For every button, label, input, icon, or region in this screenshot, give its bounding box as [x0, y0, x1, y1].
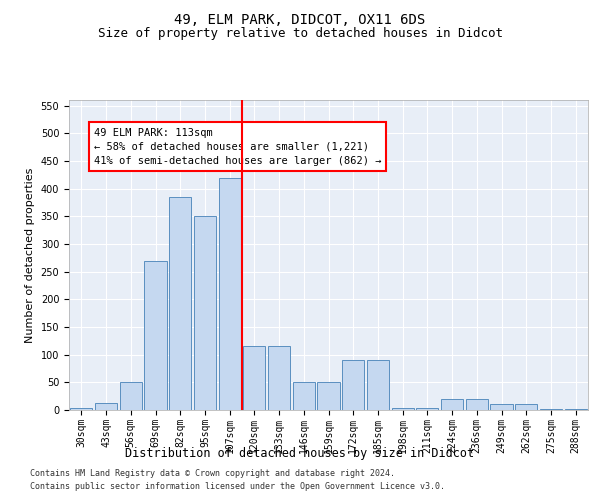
Text: Contains HM Land Registry data © Crown copyright and database right 2024.: Contains HM Land Registry data © Crown c… — [30, 468, 395, 477]
Bar — [515, 404, 538, 410]
Bar — [416, 408, 439, 410]
Text: Distribution of detached houses by size in Didcot: Distribution of detached houses by size … — [125, 448, 475, 460]
Bar — [392, 408, 414, 410]
Bar — [490, 404, 512, 410]
Bar — [565, 409, 587, 410]
Bar — [317, 382, 340, 410]
Bar — [218, 178, 241, 410]
Bar — [119, 382, 142, 410]
Bar — [268, 346, 290, 410]
Bar — [243, 346, 265, 410]
Y-axis label: Number of detached properties: Number of detached properties — [25, 168, 35, 342]
Bar — [342, 360, 364, 410]
Text: 49, ELM PARK, DIDCOT, OX11 6DS: 49, ELM PARK, DIDCOT, OX11 6DS — [175, 12, 425, 26]
Bar — [95, 404, 117, 410]
Bar — [466, 399, 488, 410]
Bar — [540, 409, 562, 410]
Bar — [70, 408, 92, 410]
Text: 49 ELM PARK: 113sqm
← 58% of detached houses are smaller (1,221)
41% of semi-det: 49 ELM PARK: 113sqm ← 58% of detached ho… — [94, 128, 381, 166]
Text: Size of property relative to detached houses in Didcot: Size of property relative to detached ho… — [97, 28, 503, 40]
Bar — [145, 260, 167, 410]
Bar — [441, 399, 463, 410]
Bar — [169, 197, 191, 410]
Bar — [194, 216, 216, 410]
Bar — [367, 360, 389, 410]
Text: Contains public sector information licensed under the Open Government Licence v3: Contains public sector information licen… — [30, 482, 445, 491]
Bar — [293, 382, 315, 410]
